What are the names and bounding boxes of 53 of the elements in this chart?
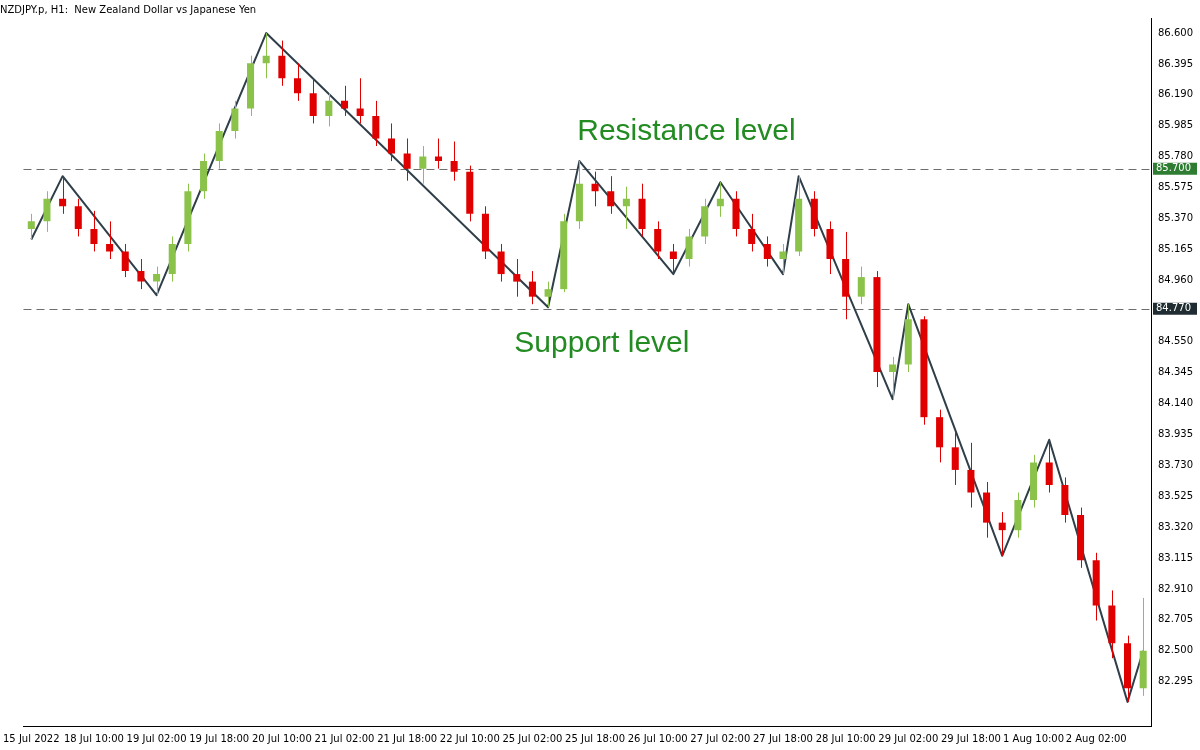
- x-tick-label: 26 Jul 10:00: [627, 732, 688, 744]
- y-tick-label: 83.115: [1158, 551, 1194, 563]
- y-tick-label: 84.345: [1158, 366, 1194, 378]
- y-tick-label: 83.320: [1158, 520, 1194, 532]
- y-tick-label: 86.190: [1158, 88, 1194, 100]
- x-tick-label: 1 Aug 10:00: [1003, 732, 1065, 744]
- y-tick-label: 82.705: [1158, 613, 1194, 625]
- y-tick-label: 86.600: [1158, 26, 1194, 38]
- candlestick: [513, 258, 521, 298]
- ref-line-label: 84.770: [1156, 302, 1192, 314]
- x-tick-label: 27 Jul 02:00: [690, 732, 751, 744]
- x-tick-label: 19 Jul 02:00: [126, 732, 187, 744]
- y-tick-label: 82.295: [1158, 675, 1194, 687]
- x-tick-label: 25 Jul 18:00: [565, 732, 626, 744]
- ref-line-label: 85.700: [1156, 162, 1192, 174]
- y-tick-label: 82.500: [1158, 644, 1194, 656]
- y-tick-label: 85.985: [1158, 119, 1194, 131]
- x-tick-label: 15 Jul 2022: [2, 732, 60, 744]
- annotation: Resistance level: [577, 112, 796, 146]
- candlestick: [779, 243, 787, 275]
- y-tick-label: 83.525: [1158, 489, 1194, 501]
- chart-title: NZDJPY.p, H1: New Zealand Dollar vs Japanese Yen: [0, 3, 257, 15]
- y-tick-label: 82.910: [1158, 582, 1194, 594]
- y-tick-label: 84.140: [1158, 397, 1194, 409]
- candlestick: [356, 77, 364, 124]
- y-tick-label: 85.780: [1158, 150, 1194, 162]
- x-tick-label: 28 Jul 10:00: [815, 732, 876, 744]
- candlestick: [544, 281, 552, 308]
- candlestick: [669, 243, 677, 275]
- x-tick-label: 21 Jul 02:00: [314, 732, 375, 744]
- x-tick-label: 18 Jul 10:00: [63, 732, 124, 744]
- x-tick-label: 21 Jul 18:00: [377, 732, 438, 744]
- x-tick-label: 29 Jul 02:00: [878, 732, 939, 744]
- x-tick-label: 29 Jul 18:00: [940, 732, 1001, 744]
- x-tick-label: 19 Jul 18:00: [189, 732, 250, 744]
- y-tick-label: 84.960: [1158, 273, 1194, 285]
- y-tick-label: 86.395: [1158, 57, 1194, 69]
- y-tick-label: 84.550: [1158, 335, 1194, 347]
- x-tick-label: 25 Jul 02:00: [502, 732, 563, 744]
- annotation: Support level: [514, 325, 690, 358]
- y-tick-label: 85.370: [1158, 211, 1194, 223]
- y-tick-label: 83.935: [1158, 428, 1194, 440]
- candlestick: [27, 213, 35, 240]
- y-tick-label: 85.165: [1158, 242, 1194, 254]
- x-tick-label: 22 Jul 10:00: [439, 732, 500, 744]
- x-tick-label: 20 Jul 10:00: [251, 732, 312, 744]
- x-tick-label: 2 Aug 02:00: [1065, 732, 1127, 744]
- candlestick: [732, 190, 740, 237]
- x-tick-label: 27 Jul 18:00: [753, 732, 813, 744]
- y-tick-label: 85.575: [1158, 181, 1194, 193]
- candlestick: [153, 266, 161, 296]
- candlestick: [889, 356, 897, 400]
- y-tick-label: 83.730: [1158, 458, 1194, 470]
